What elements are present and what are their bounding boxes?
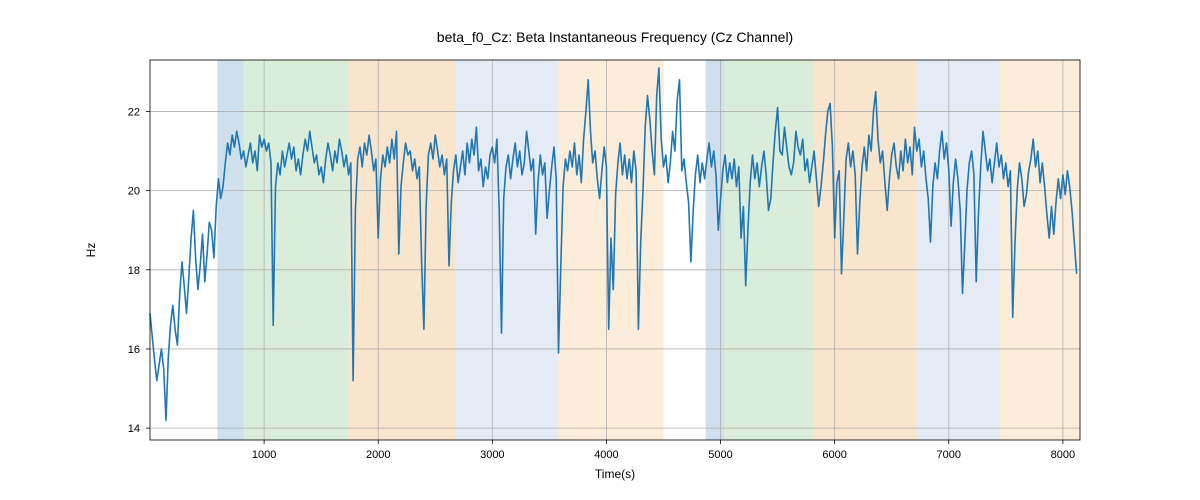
- band: [813, 60, 917, 440]
- x-tick-label: 8000: [1051, 449, 1075, 461]
- band: [349, 60, 456, 440]
- band: [456, 60, 559, 440]
- band: [706, 60, 724, 440]
- band: [244, 60, 349, 440]
- x-tick-label: 1000: [252, 449, 276, 461]
- band: [917, 60, 1000, 440]
- y-axis-label: Hz: [84, 243, 98, 258]
- x-tick-label: 2000: [366, 449, 390, 461]
- x-tick-label: 5000: [708, 449, 732, 461]
- y-tick-label: 20: [128, 186, 140, 198]
- y-tick-label: 22: [128, 106, 140, 118]
- y-tick-label: 16: [128, 344, 140, 356]
- band: [724, 60, 813, 440]
- band: [217, 60, 243, 440]
- x-tick-label: 3000: [480, 449, 504, 461]
- y-tick-label: 14: [128, 423, 140, 435]
- line-chart: 1000 2000 3000 4000 5000 6000 7000 8000 14 16 18 20…: [0, 0, 1200, 500]
- x-tick-label: 4000: [594, 449, 618, 461]
- chart-container: 1000 2000 3000 4000 5000 6000 7000 8000 14 16 18 20…: [0, 0, 1200, 500]
- x-tick-label: 6000: [822, 449, 846, 461]
- x-tick-label: 7000: [937, 449, 961, 461]
- x-axis-label: Time(s): [595, 467, 635, 481]
- chart-title: beta_f0_Cz: Beta Instantaneous Frequency…: [437, 29, 793, 45]
- y-tick-label: 18: [128, 265, 140, 277]
